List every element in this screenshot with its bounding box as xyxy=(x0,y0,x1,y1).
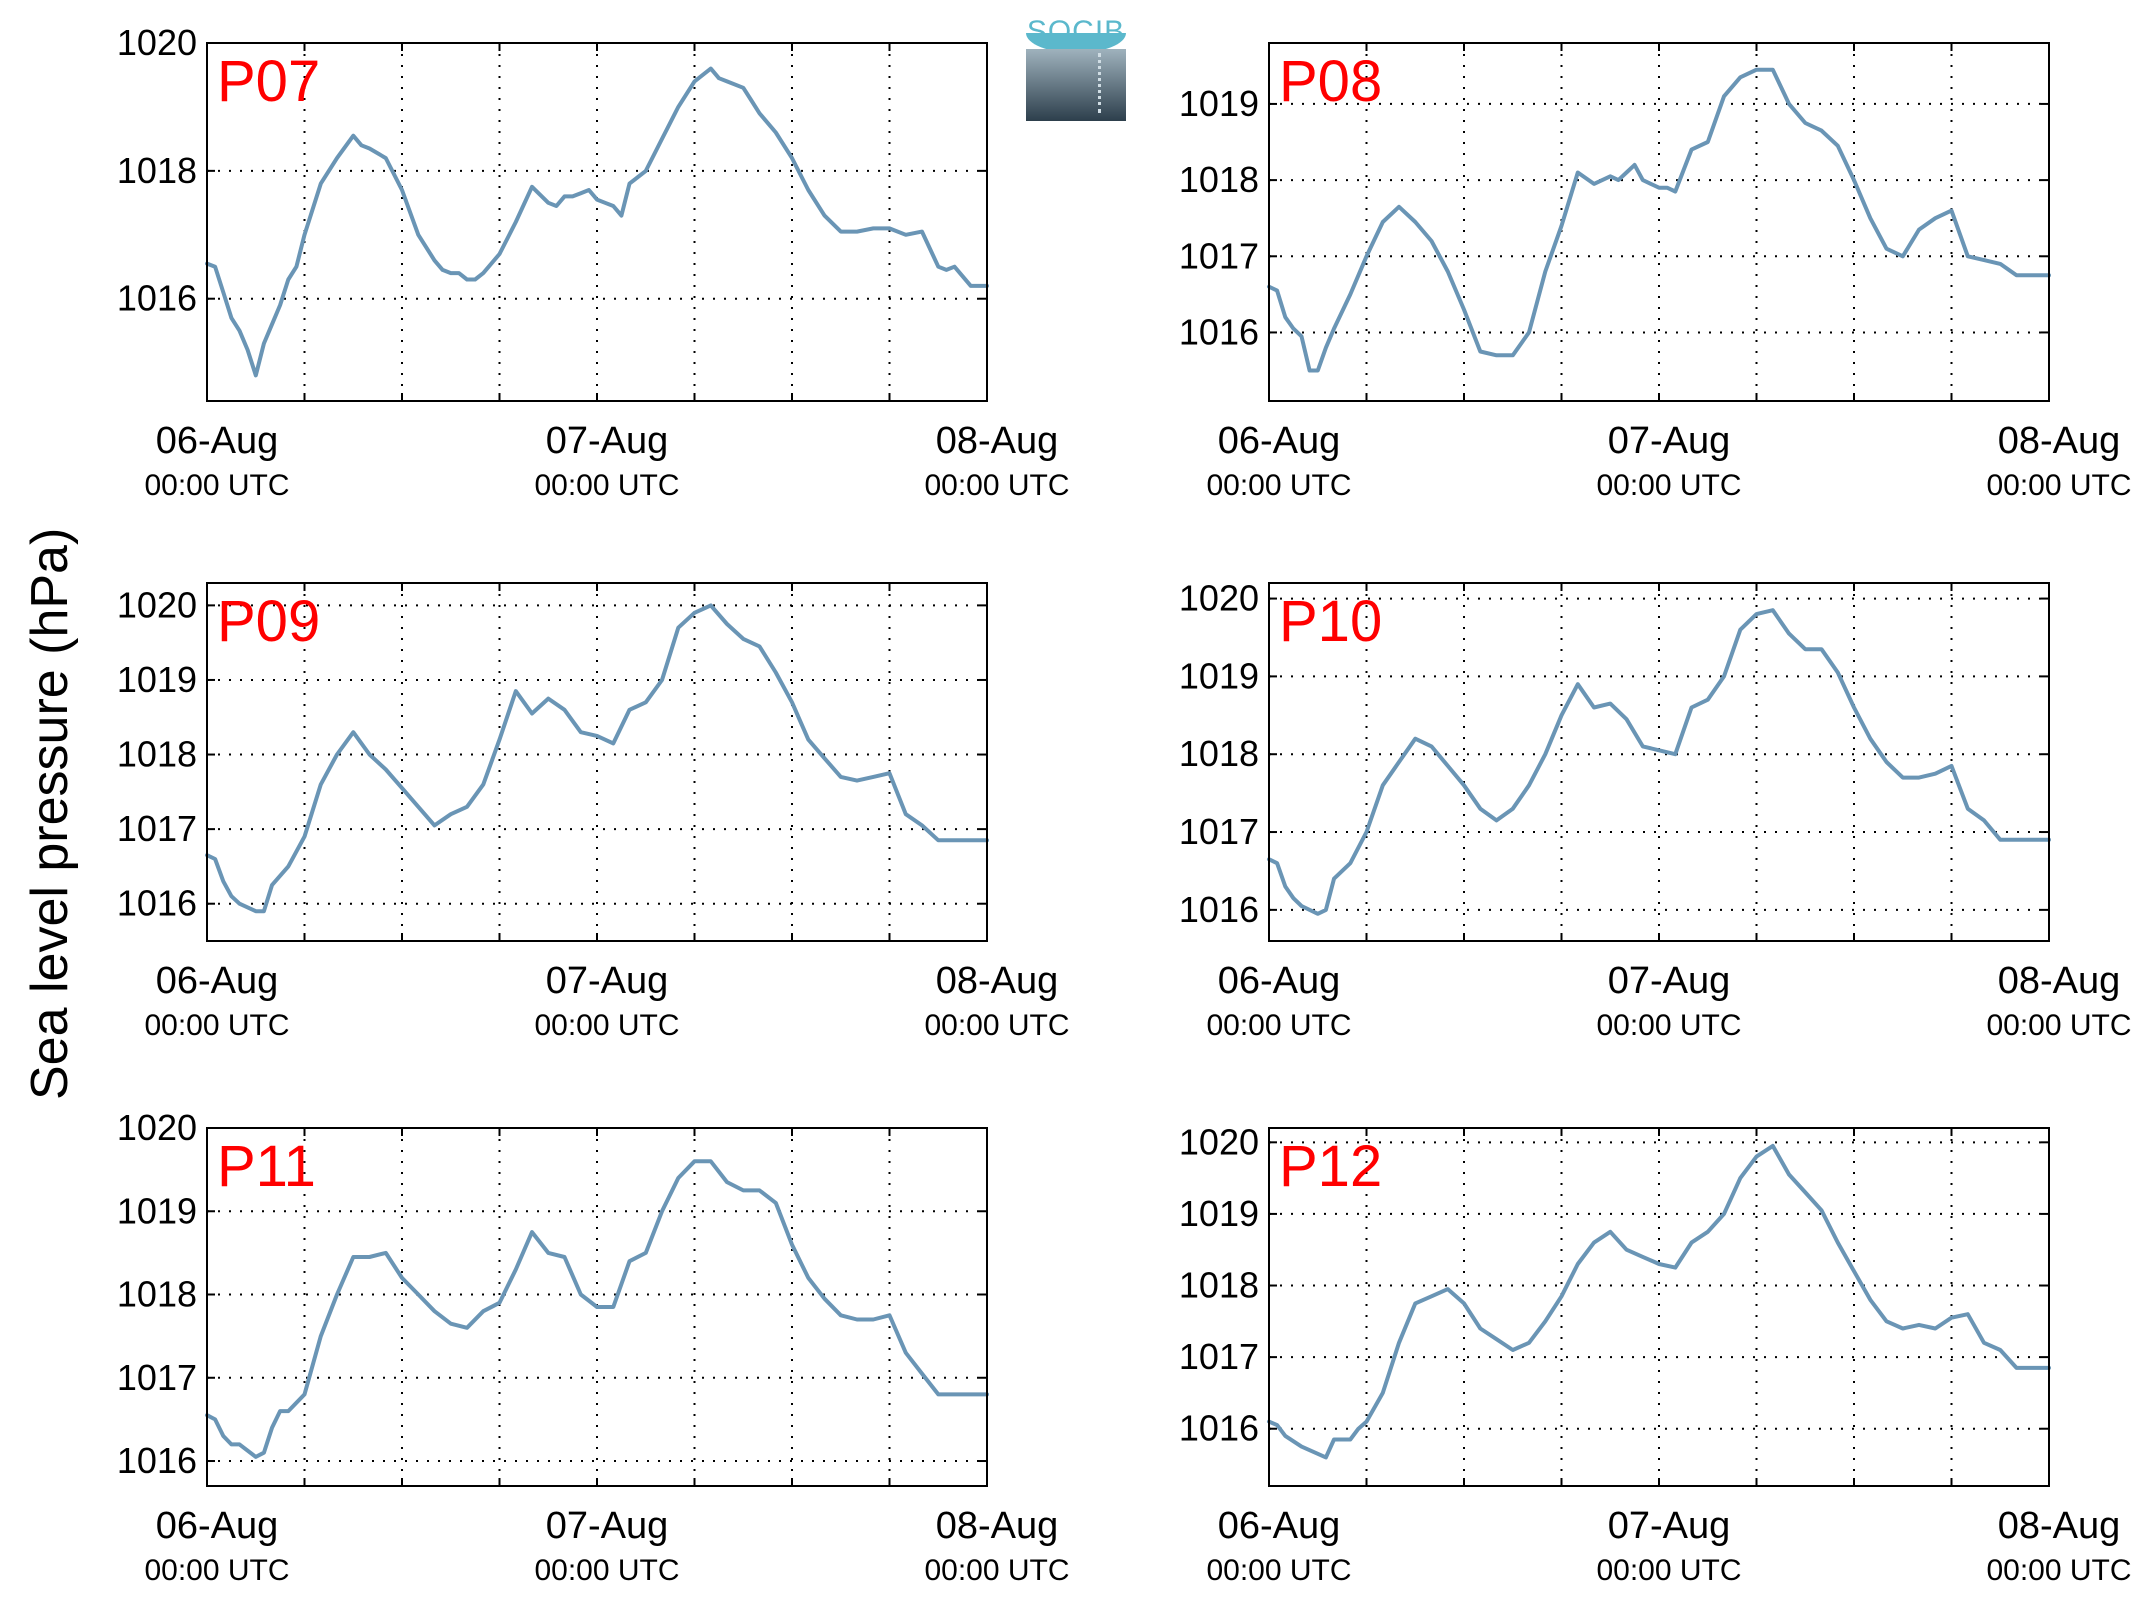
panel-label: P07 xyxy=(217,49,320,114)
panel-p09: 1016 1017 1018 1019 1020 P09 06-Aug 00:00 UTC 07… xyxy=(117,582,1070,1042)
panel-label: P12 xyxy=(1279,1134,1382,1199)
x-tick-label-time: 00:00 UTC xyxy=(1986,1554,2131,1587)
x-tick-label-date: 08-Aug xyxy=(1998,960,2121,1002)
panel-p12: 1016 1017 1018 1019 1020 P12 06-Aug 00:00 UTC 07… xyxy=(1179,1121,2132,1587)
logo-wave-shape xyxy=(1026,33,1126,53)
y-tick-label: 1020 xyxy=(117,584,197,625)
x-tick-label-time: 00:00 UTC xyxy=(144,469,289,502)
y-axis-label: Sea level pressure (hPa) xyxy=(21,527,79,1100)
panel-label: P08 xyxy=(1279,49,1382,114)
x-tick-label-date: 08-Aug xyxy=(1998,420,2121,462)
axes-frame xyxy=(1268,582,2050,942)
y-tick-label: 1019 xyxy=(1179,1193,1259,1234)
panel-p10: 1016 1017 1018 1019 1020 P10 06-Aug 00:00 UTC 07… xyxy=(1179,578,2132,1042)
panel-p11: 1016 1017 1018 1019 1020 P11 06-Aug 00:00 UTC 07… xyxy=(117,1107,1070,1587)
x-tick-label-date: 07-Aug xyxy=(1608,960,1731,1002)
y-tick-label: 1019 xyxy=(117,1190,197,1231)
x-tick-label-date: 08-Aug xyxy=(936,960,1059,1002)
x-tick-label-time: 00:00 UTC xyxy=(1596,1009,1741,1042)
y-tick-label: 1018 xyxy=(117,1274,197,1315)
y-tick-label: 1016 xyxy=(1179,311,1259,352)
x-tick-label-date: 07-Aug xyxy=(546,420,669,462)
x-tick-label-time: 00:00 UTC xyxy=(1206,469,1351,502)
y-tick-label: 1018 xyxy=(1179,159,1259,200)
x-tick-label-time: 00:00 UTC xyxy=(144,1554,289,1587)
x-tick-label-date: 06-Aug xyxy=(1218,420,1341,462)
x-tick-label-time: 00:00 UTC xyxy=(1986,1009,2131,1042)
y-tick-label: 1019 xyxy=(1179,83,1259,124)
x-tick-label-date: 06-Aug xyxy=(1218,960,1341,1002)
panel-label: P11 xyxy=(217,1134,316,1199)
socib-logo: SOCIB xyxy=(1026,15,1126,121)
y-tick-label: 1017 xyxy=(1179,1336,1259,1377)
axes-frame xyxy=(206,582,988,942)
x-tick-label-time: 00:00 UTC xyxy=(924,469,1069,502)
y-tick-label: 1016 xyxy=(1179,889,1259,930)
x-tick-label-date: 06-Aug xyxy=(156,1505,279,1547)
axes-frame xyxy=(1268,1127,2050,1487)
series-line-p09 xyxy=(205,603,989,914)
x-tick-label-date: 07-Aug xyxy=(546,960,669,1002)
x-tick-label-date: 06-Aug xyxy=(156,960,279,1002)
x-tick-label-time: 00:00 UTC xyxy=(1206,1009,1351,1042)
axes-frame xyxy=(1268,42,2050,402)
x-tick-label-time: 00:00 UTC xyxy=(1596,469,1741,502)
y-tick-label: 1018 xyxy=(117,150,197,191)
y-tick-label: 1017 xyxy=(117,808,197,849)
y-tick-label: 1016 xyxy=(117,1440,197,1481)
y-tick-label: 1017 xyxy=(1179,235,1259,276)
panel-p07: 1016 1018 1020 P07 06-Aug 00:00 UTC 07-Aug 00:0… xyxy=(117,22,1070,502)
x-tick-label-time: 00:00 UTC xyxy=(534,1554,679,1587)
x-tick-label-date: 06-Aug xyxy=(156,420,279,462)
series-line-p07 xyxy=(205,66,989,378)
x-tick-label-date: 08-Aug xyxy=(936,420,1059,462)
panel-label: P09 xyxy=(217,589,320,654)
panel-label: P10 xyxy=(1279,589,1382,654)
y-tick-label: 1017 xyxy=(117,1357,197,1398)
x-tick-label-date: 07-Aug xyxy=(1608,420,1731,462)
y-tick-label: 1018 xyxy=(1179,733,1259,774)
logo-dash-line xyxy=(1098,53,1101,113)
x-tick-label-time: 00:00 UTC xyxy=(144,1009,289,1042)
series-line-p10 xyxy=(1267,608,2051,916)
y-tick-label: 1018 xyxy=(117,734,197,775)
x-tick-label-date: 06-Aug xyxy=(1218,1505,1341,1547)
y-tick-label: 1016 xyxy=(117,883,197,924)
y-tick-label: 1019 xyxy=(117,659,197,700)
x-tick-label-date: 07-Aug xyxy=(1608,1505,1731,1547)
axes-frame xyxy=(206,1127,988,1487)
x-tick-label-time: 00:00 UTC xyxy=(924,1009,1069,1042)
y-tick-label: 1017 xyxy=(1179,811,1259,852)
x-tick-label-date: 08-Aug xyxy=(936,1505,1059,1547)
y-tick-label: 1019 xyxy=(1179,655,1259,696)
x-tick-label-date: 07-Aug xyxy=(546,1505,669,1547)
series-line-p11 xyxy=(205,1159,989,1459)
y-tick-label: 1020 xyxy=(1179,1121,1259,1162)
x-tick-label-time: 00:00 UTC xyxy=(924,1554,1069,1587)
axes-frame xyxy=(206,42,988,402)
panel-p08: 1016 1017 1018 1019 P08 06-Aug 00:00 UTC 07-Aug… xyxy=(1179,42,2132,502)
x-tick-label-date: 08-Aug xyxy=(1998,1505,2121,1547)
y-tick-label: 1016 xyxy=(1179,1408,1259,1449)
series-line-p08 xyxy=(1267,67,2051,373)
y-tick-label: 1016 xyxy=(117,278,197,319)
logo-box xyxy=(1026,49,1126,121)
x-tick-label-time: 00:00 UTC xyxy=(1206,1554,1351,1587)
x-tick-label-time: 00:00 UTC xyxy=(534,469,679,502)
series-line-p12 xyxy=(1267,1143,2051,1460)
y-tick-label: 1020 xyxy=(1179,578,1259,619)
y-tick-label: 1020 xyxy=(117,1107,197,1148)
x-tick-label-time: 00:00 UTC xyxy=(534,1009,679,1042)
x-tick-label-time: 00:00 UTC xyxy=(1596,1554,1741,1587)
y-tick-label: 1020 xyxy=(117,22,197,63)
y-tick-label: 1018 xyxy=(1179,1265,1259,1306)
x-tick-label-time: 00:00 UTC xyxy=(1986,469,2131,502)
